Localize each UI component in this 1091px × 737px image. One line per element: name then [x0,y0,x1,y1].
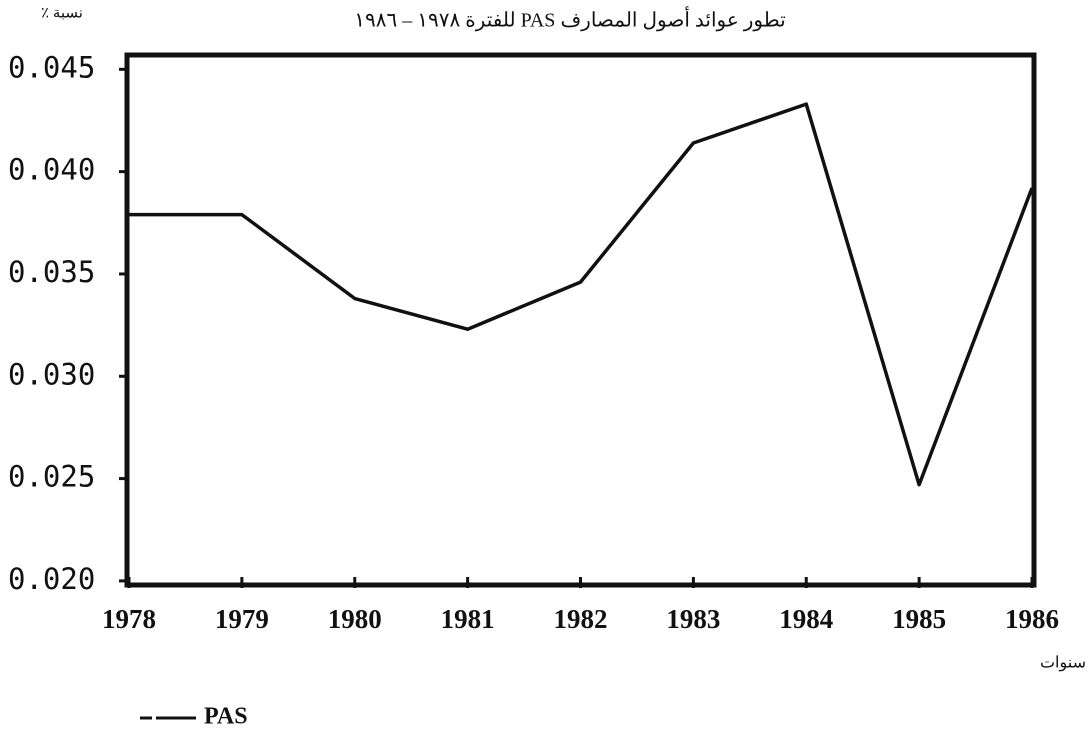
plot-frame [124,52,1037,588]
x-tick-label: 1981 [441,604,495,634]
x-tick-label: 1980 [328,604,382,634]
x-tick-label: 1985 [892,604,946,634]
x-tick-label: 1983 [666,604,720,634]
x-tick-label: 1982 [554,604,608,634]
y-tick-label: 0.040 [8,153,95,187]
y-axis-label: نسبة ٪ [41,5,83,21]
x-tick-label: 1984 [779,604,833,634]
legend-label: PAS [204,704,248,730]
y-tick-label: 0.030 [8,357,95,391]
x-tick-label: 1986 [1005,604,1059,634]
y-tick-label: 0.020 [8,562,95,596]
y-tick-label: 0.025 [8,460,95,494]
data-line [129,102,1034,487]
y-tick-label: 0.045 [8,50,95,84]
y-tick-label: 0.035 [8,255,95,289]
x-axis-label: سنوات [1040,655,1086,672]
chart-title: تطور عوائد أصول المصارف PAS للفترة ١٩٧٨ … [354,6,785,32]
x-tick-label: 1978 [102,604,156,634]
x-tick-label: 1979 [215,604,269,634]
